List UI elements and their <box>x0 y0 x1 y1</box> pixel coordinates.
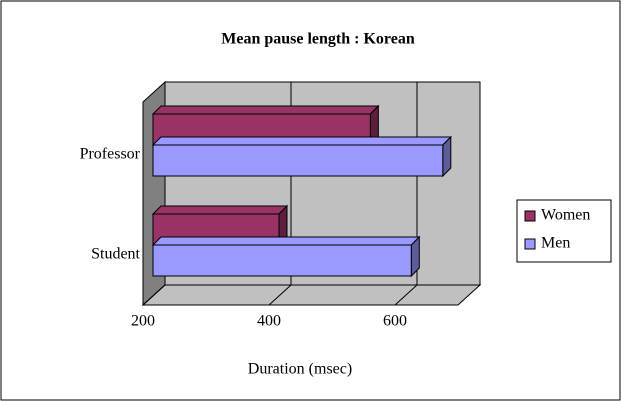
bar-face <box>151 205 289 215</box>
bar-face <box>151 136 453 146</box>
bar-face <box>151 236 421 246</box>
bar-face <box>152 144 444 177</box>
y-tick-label: Student <box>91 246 140 263</box>
bar <box>151 235 421 278</box>
floor-tick-line <box>268 284 292 306</box>
legend-label: Men <box>541 235 570 252</box>
x-tick-label: 400 <box>257 313 281 330</box>
y-tick-label: Professor <box>80 146 141 163</box>
legend-swatch <box>524 238 536 250</box>
legend-label: Women <box>541 207 590 224</box>
x-tick-label: 200 <box>131 313 155 330</box>
bar-face <box>152 244 412 277</box>
floor <box>141 284 482 306</box>
bar-face <box>151 105 380 115</box>
chart-title: Mean pause length : Korean <box>221 31 415 48</box>
bar <box>151 135 453 178</box>
floor-tick-line <box>142 284 166 306</box>
floor-tick-line <box>394 284 418 306</box>
legend <box>516 199 612 263</box>
x-tick-label: 600 <box>383 313 407 330</box>
x-axis-label: Duration (msec) <box>248 361 352 378</box>
legend-swatch <box>524 210 536 222</box>
